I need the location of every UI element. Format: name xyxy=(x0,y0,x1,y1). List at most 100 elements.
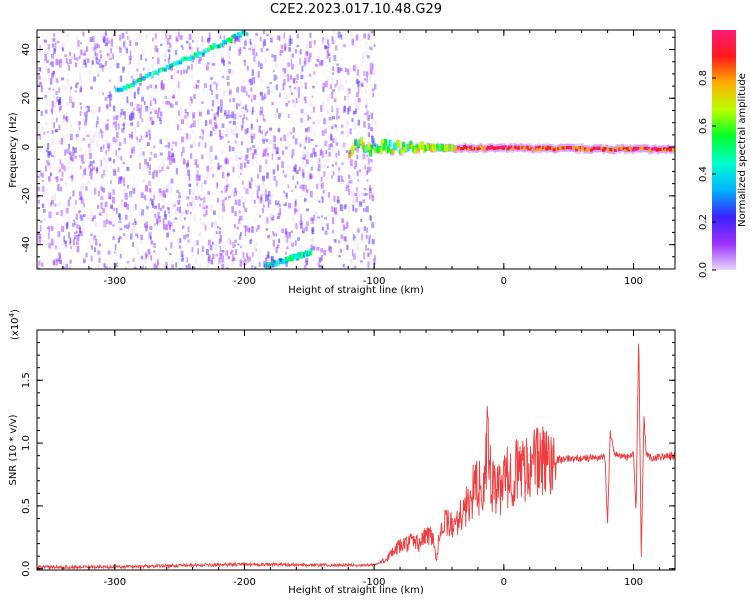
noise-point xyxy=(354,139,358,142)
noise-point xyxy=(315,183,319,189)
noise-point xyxy=(277,259,280,267)
noise-point xyxy=(78,155,81,158)
noise-point xyxy=(126,260,130,264)
noise-point xyxy=(345,150,349,153)
noise-point xyxy=(345,80,348,84)
noise-point xyxy=(113,159,115,164)
noise-point xyxy=(246,154,249,159)
noise-point xyxy=(116,115,119,120)
noise-point xyxy=(292,168,296,172)
noise-point xyxy=(198,195,201,200)
upper-diagonal-point xyxy=(231,34,235,39)
noise-point xyxy=(220,132,223,136)
noise-point xyxy=(263,138,267,142)
noise-point xyxy=(53,154,56,162)
noise-point xyxy=(99,131,103,135)
noise-point xyxy=(287,113,290,119)
noise-point xyxy=(292,77,296,84)
noise-point xyxy=(85,110,88,117)
noise-point xyxy=(153,153,157,159)
noise-point xyxy=(117,155,121,160)
noise-point xyxy=(342,263,345,268)
noise-point xyxy=(195,174,198,181)
noise-point xyxy=(158,203,161,210)
noise-point xyxy=(119,48,122,53)
noise-point xyxy=(37,199,41,204)
noise-point xyxy=(305,210,307,215)
noise-point xyxy=(119,228,123,231)
noise-point xyxy=(167,142,171,149)
noise-point xyxy=(186,257,189,263)
noise-point xyxy=(120,176,123,181)
noise-point xyxy=(42,131,46,135)
noise-point xyxy=(71,151,75,157)
noise-point xyxy=(112,224,115,227)
noise-point xyxy=(286,131,290,138)
noise-point xyxy=(321,130,325,136)
noise-point xyxy=(246,128,249,134)
noise-point xyxy=(344,226,348,230)
noise-point xyxy=(84,120,87,126)
noise-point xyxy=(117,167,120,172)
noise-point xyxy=(366,179,369,182)
noise-point xyxy=(262,134,265,140)
noise-point xyxy=(216,197,220,203)
noise-point xyxy=(48,165,52,170)
noise-point xyxy=(216,182,219,189)
noise-point xyxy=(234,187,237,193)
noise-point xyxy=(265,159,268,164)
main-trace-point xyxy=(575,148,579,152)
noise-point xyxy=(285,251,288,256)
upper-diagonal-point xyxy=(236,32,241,37)
noise-point xyxy=(47,176,51,182)
noise-point xyxy=(365,100,368,108)
noise-point xyxy=(208,153,212,160)
noise-point xyxy=(40,220,43,223)
noise-point xyxy=(67,161,71,165)
noise-point xyxy=(99,128,102,133)
noise-point xyxy=(342,106,346,113)
noise-point xyxy=(201,238,203,241)
noise-point xyxy=(229,98,231,103)
noise-point xyxy=(181,151,183,157)
main-trace-point xyxy=(525,145,529,149)
noise-point xyxy=(90,173,93,180)
noise-point xyxy=(61,85,64,89)
noise-point xyxy=(122,233,126,236)
noise-point xyxy=(95,168,99,172)
noise-point xyxy=(161,205,165,209)
noise-point xyxy=(110,188,114,194)
noise-point xyxy=(348,206,350,213)
noise-point xyxy=(59,186,63,192)
noise-point xyxy=(170,148,173,151)
noise-point xyxy=(229,251,233,255)
noise-point xyxy=(101,130,104,134)
noise-point xyxy=(142,67,145,71)
noise-point xyxy=(140,147,143,152)
noise-point xyxy=(372,92,374,98)
noise-point xyxy=(213,129,217,135)
noise-point xyxy=(148,113,151,121)
noise-point xyxy=(171,264,174,269)
noise-point xyxy=(180,214,183,221)
noise-point xyxy=(127,184,129,189)
noise-point xyxy=(149,225,153,231)
noise-point xyxy=(264,132,267,136)
noise-point xyxy=(192,130,195,134)
noise-point xyxy=(229,114,233,118)
main-trace-point xyxy=(672,147,675,151)
noise-point xyxy=(298,245,302,253)
chart-title: C2E2.2023.017.10.48.G29 xyxy=(269,2,443,17)
noise-point xyxy=(207,205,210,208)
noise-point xyxy=(251,199,254,204)
noise-point xyxy=(98,59,101,63)
upper-diagonal-point xyxy=(218,44,222,49)
noise-point xyxy=(205,65,209,71)
noise-point xyxy=(225,158,229,165)
noise-point xyxy=(119,112,122,118)
noise-point xyxy=(90,63,93,68)
noise-point xyxy=(94,187,97,195)
noise-point xyxy=(366,75,368,83)
noise-point xyxy=(293,167,296,172)
main-trace-point xyxy=(352,143,356,150)
